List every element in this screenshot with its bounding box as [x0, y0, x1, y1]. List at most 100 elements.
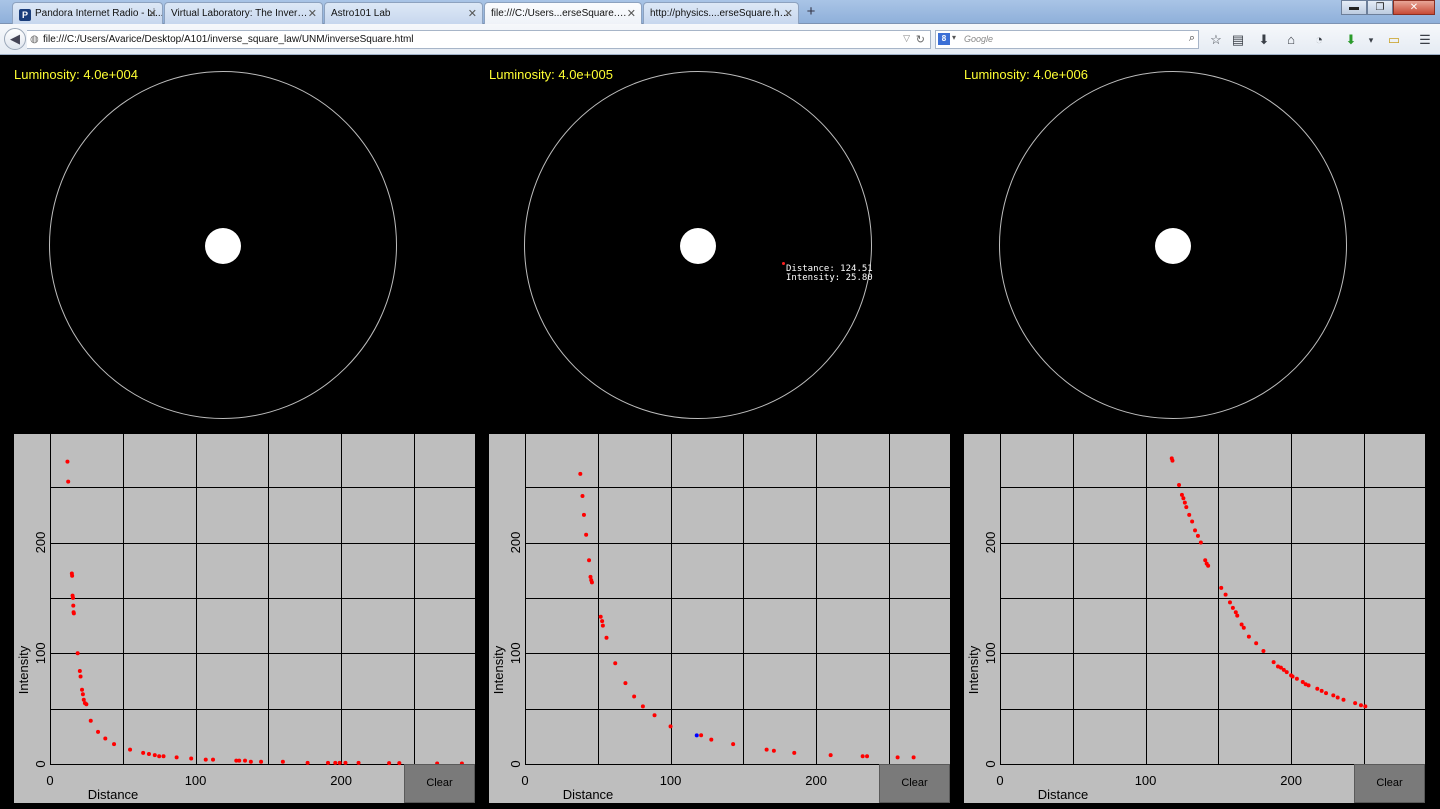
data-point	[792, 750, 797, 755]
y-tick-label: 200	[33, 532, 48, 554]
data-point	[1239, 622, 1244, 627]
restore-button[interactable]: ❐	[1367, 0, 1393, 15]
tab-astro101-lab[interactable]: Astro101 Lab ✕	[324, 2, 483, 24]
close-icon[interactable]: ✕	[783, 8, 793, 20]
x-tick-label: 0	[996, 773, 1003, 788]
data-point	[1193, 528, 1198, 533]
data-point	[1281, 667, 1286, 672]
search-engine-icon[interactable]: 8	[938, 33, 950, 45]
data-point	[77, 668, 82, 673]
data-point	[581, 512, 586, 517]
data-point	[1219, 585, 1224, 590]
data-point	[203, 757, 208, 762]
intensity-plot: 0 100 200 0 100 200 Distance Intensity Clear	[964, 434, 1425, 803]
reload-icon[interactable]: ↻	[915, 34, 925, 46]
data-point	[1195, 533, 1200, 538]
close-icon[interactable]: ✕	[626, 8, 636, 20]
close-icon[interactable]: ✕	[467, 8, 477, 20]
clear-button[interactable]: Clear	[1354, 764, 1425, 803]
download-icon[interactable]: ⬇	[1258, 32, 1270, 47]
page-info-icon: ◍	[30, 34, 39, 45]
window-close-button[interactable]: ✕	[1393, 0, 1435, 15]
home-icon[interactable]: ⌂	[1287, 32, 1295, 47]
data-point	[1230, 605, 1235, 610]
bookmark-star-icon[interactable]: ☆	[1210, 32, 1222, 47]
data-point	[1203, 558, 1208, 563]
search-box[interactable]: 8 ▾ Google ⌕	[935, 30, 1199, 49]
data-point	[78, 674, 83, 679]
tab-label: file:///C:/Users...erseSquare.html	[491, 8, 631, 19]
addon-dropdown-icon[interactable]: ▾	[1368, 35, 1374, 45]
x-tick-label: 0	[521, 773, 528, 788]
data-point	[70, 595, 75, 600]
data-point	[699, 733, 704, 738]
probe-point[interactable]	[782, 262, 785, 265]
data-point	[578, 471, 583, 476]
tab-inverse-square-physics[interactable]: http://physics....erseSquare.html ✕	[643, 2, 799, 24]
tab-pandora[interactable]: P Pandora Internet Radio - Li... ✕	[12, 2, 163, 24]
x-axis-label: Distance	[563, 787, 614, 802]
data-point	[1315, 686, 1320, 691]
intensity-plot: 0 100 200 0 100 200 Distance Intensity Clear	[14, 434, 475, 803]
data-point	[587, 558, 592, 563]
luminosity-label: Luminosity: 4.0e+006	[964, 67, 1088, 82]
data-point	[71, 603, 76, 608]
sync-icon[interactable]: ◔	[1315, 32, 1323, 47]
address-bar[interactable]: ◍ file:///C:/Users/Avarice/Desktop/A101/…	[27, 30, 931, 49]
data-point	[152, 753, 157, 758]
data-point	[71, 611, 76, 616]
data-point	[764, 747, 769, 752]
measurement-area[interactable]	[49, 71, 397, 419]
data-point	[146, 752, 151, 757]
y-tick-label: 100	[983, 642, 998, 664]
bookmarks-list-icon[interactable]: ▤	[1231, 32, 1245, 47]
data-point	[865, 754, 870, 759]
tab-inverse-square-local[interactable]: file:///C:/Users...erseSquare.html ✕	[484, 2, 642, 25]
data-point	[1170, 458, 1175, 463]
clear-button[interactable]: Clear	[404, 764, 475, 803]
data-point	[81, 697, 86, 702]
data-point	[1184, 505, 1189, 510]
x-tick-label: 200	[330, 773, 352, 788]
y-axis-label: Intensity	[491, 645, 506, 694]
data-point	[588, 574, 593, 579]
menu-icon[interactable]: ☰	[1419, 32, 1431, 47]
measurement-area[interactable]	[999, 71, 1347, 419]
y-tick-label: 100	[508, 642, 523, 664]
data-point	[70, 573, 75, 578]
data-point	[613, 661, 618, 666]
addon-download-icon[interactable]: ⬇	[1345, 32, 1357, 47]
search-engine-dropdown-icon[interactable]: ▾	[952, 33, 957, 42]
data-point	[325, 760, 330, 765]
search-icon[interactable]: ⌕	[1188, 32, 1195, 44]
data-point	[1353, 701, 1358, 706]
data-point	[333, 760, 338, 765]
tab-virtual-laboratory[interactable]: Virtual Laboratory: The Inverse ... ✕	[164, 2, 323, 24]
data-point	[128, 747, 133, 752]
new-tab-button[interactable]: +	[806, 3, 816, 20]
data-point	[157, 754, 162, 759]
history-dropdown-icon[interactable]: ▽	[903, 33, 910, 43]
close-icon[interactable]: ✕	[147, 8, 157, 20]
current-measurement-point	[694, 733, 699, 738]
data-point	[604, 635, 609, 640]
clear-button[interactable]: Clear	[879, 764, 950, 803]
data-point	[911, 755, 916, 760]
data-point	[632, 694, 637, 699]
data-point	[103, 736, 108, 741]
plot-svg: 0 100 200 0 100 200 Distance Intensity	[966, 434, 1425, 802]
close-icon[interactable]: ✕	[307, 8, 317, 20]
minimize-button[interactable]: ▬	[1341, 0, 1367, 15]
data-point	[1261, 649, 1266, 654]
y-tick-label: 0	[508, 760, 523, 767]
back-button[interactable]: ◀	[4, 28, 26, 50]
plot-svg: 0 100 200 0 100 200 Distance Intensity	[16, 434, 475, 802]
data-point	[305, 760, 310, 765]
data-point	[1284, 670, 1289, 675]
data-point	[84, 702, 89, 707]
tab-label: Pandora Internet Radio - Li...	[35, 8, 163, 19]
data-point	[668, 724, 673, 729]
addon-badge-icon[interactable]: ▭	[1387, 32, 1401, 47]
data-point	[1177, 482, 1182, 487]
measurement-area[interactable]	[524, 71, 872, 419]
